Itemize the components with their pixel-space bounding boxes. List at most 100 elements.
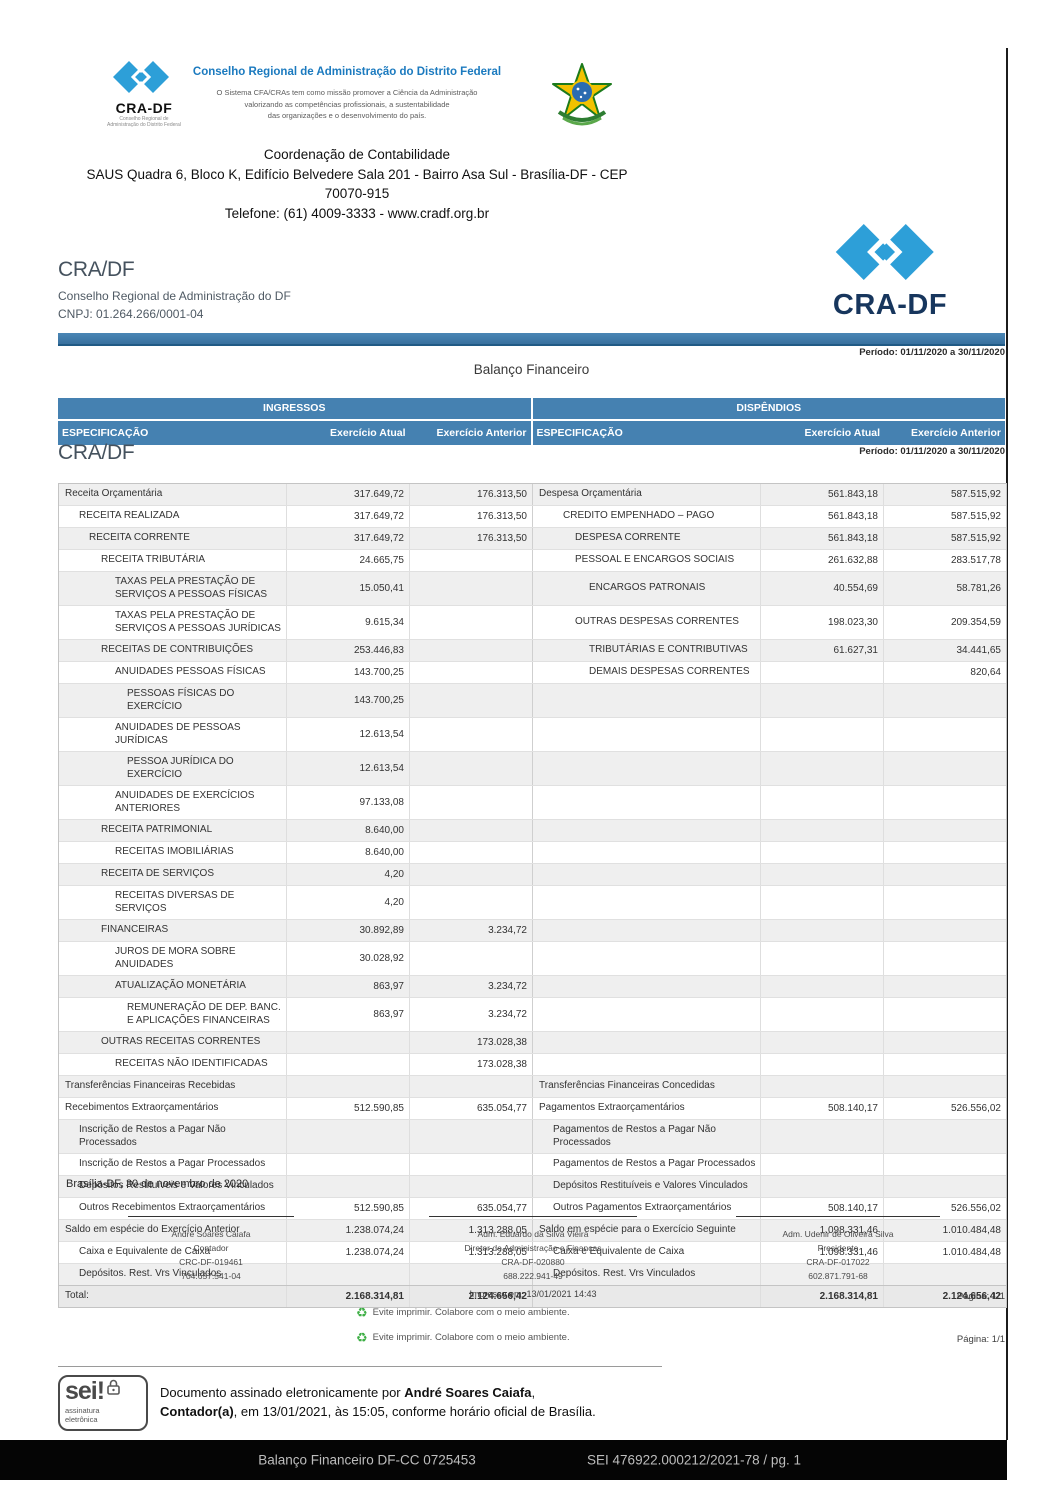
- value-previous-cell: [884, 752, 1006, 785]
- value-previous-cell: [410, 942, 532, 975]
- value-previous-cell: [410, 886, 532, 919]
- value-current-cell: 317.649,72: [287, 484, 410, 505]
- ingressos-cells: ANUIDADES DE PESSOAS JURÍDICAS 12.613,54: [59, 718, 533, 751]
- ingressos-cells: RECEITA CORRENTE 317.649,72 176.313,50: [59, 528, 533, 549]
- value-current-cell: 40.554,69: [761, 572, 884, 605]
- table-row: OUTRAS RECEITAS CORRENTES 173.028,38: [59, 1032, 1006, 1054]
- balance-table: Receita Orçamentária 317.649,72 176.313,50…: [58, 483, 1007, 1308]
- table-row: Inscrição de Restos a Pagar Processados P…: [59, 1154, 1006, 1176]
- dispendios-cells: Pagamentos Extraorçamentários 508.140,17 5…: [533, 1098, 1006, 1119]
- org-title: Conselho Regional de Administração do Di…: [192, 66, 502, 78]
- dispendios-cells: [533, 718, 1006, 751]
- value-current-cell: 508.140,17: [761, 1198, 884, 1219]
- mission-line1: O Sistema CFA/CRAs tem como missão promo…: [216, 88, 478, 97]
- value-previous-cell: 587.515,92: [950, 489, 1001, 500]
- logo-caption-line1: Conselho Regional de: [119, 116, 169, 122]
- value-previous-cell: [410, 786, 532, 819]
- spec-cell: ATUALIZAÇÃO MONETÁRIA: [59, 976, 287, 997]
- value-current-cell: [761, 998, 884, 1031]
- spec-cell: TAXAS PELA PRESTAÇÃO DE SERVIÇOS A PESSO…: [59, 606, 287, 639]
- value-previous-cell: 635.054,77: [476, 1203, 527, 1214]
- header-divider-bar: [58, 333, 1005, 346]
- spec-cell: DEMAIS DESPESAS CORRENTES: [533, 662, 761, 683]
- value-previous-cell: 209.354,59: [950, 617, 1001, 628]
- dispendios-cells: DEMAIS DESPESAS CORRENTES 820,64: [533, 662, 1006, 683]
- ingressos-cells: Depósitos Restituíveis e Valores Vincula…: [59, 1176, 533, 1197]
- value-current-cell: [761, 842, 884, 863]
- dispendios-cells: [533, 684, 1006, 717]
- group-header-ingressos: INGRESSOS: [58, 398, 531, 419]
- value-previous-cell: [884, 886, 1006, 919]
- dispendios-cells: ENCARGOS PATRONAIS 40.554,69 58.781,26: [533, 572, 1006, 605]
- spec-cell: [533, 752, 761, 785]
- value-previous-cell: [884, 942, 1006, 975]
- eco-message-2: ♻ Evite imprimir. Colabore com o meio am…: [356, 1331, 656, 1344]
- value-previous-cell: 34.441,65: [956, 645, 1002, 656]
- dispendios-cells: OUTRAS DESPESAS CORRENTES 198.023,30 209.3…: [533, 606, 1006, 639]
- table-row: RECEITAS NÃO IDENTIFICADAS 173.028,38: [59, 1054, 1006, 1076]
- col-header-exercicio-atual-right: Exercício Atual: [804, 427, 880, 439]
- value-current-cell: 30.028,92: [287, 942, 410, 975]
- ingressos-cells: RECEITA REALIZADA 317.649,72 176.313,50: [59, 506, 533, 527]
- value-previous-cell: [884, 864, 1006, 885]
- table-row: RECEITAS DIVERSAS DE SERVIÇOS 4,20: [59, 886, 1006, 920]
- table-row: PESSOA JURÍDICA DO EXERCÍCIO 12.613,54: [59, 752, 1006, 786]
- table-row: Caixa e Equivalente de Caixa 1.238.074,24…: [59, 1242, 1006, 1264]
- table-row: Saldo em espécie do Exercício Anterior 1.…: [59, 1220, 1006, 1242]
- value-current-cell: 24.665,75: [287, 550, 410, 571]
- ingressos-cells: FINANCEIRAS 30.892,89 3.234,72: [59, 920, 533, 941]
- spec-cell: RECEITA REALIZADA: [59, 506, 287, 527]
- table-row: RECEITA REALIZADA 317.649,72 176.313,50 CRE…: [59, 506, 1006, 528]
- cra-df-diamonds-icon: [113, 61, 169, 93]
- value-current-cell: [761, 1176, 884, 1197]
- table-row: Recebimentos Extraorçamentários 512.590,8…: [59, 1098, 1006, 1120]
- value-current-cell: 1.238.074,24: [287, 1220, 410, 1241]
- value-previous-cell: [884, 684, 1006, 717]
- lock-icon: [107, 1379, 120, 1395]
- value-previous-cell: 173.028,38: [476, 1059, 527, 1070]
- table-row: PESSOAS FÍSICAS DO EXERCÍCIO 143.700,25: [59, 684, 1006, 718]
- spec-cell: Saldo em espécie para o Exercício Seguin…: [533, 1220, 761, 1241]
- col-header-exercicio-anterior-right: Exercício Anterior: [910, 427, 1001, 439]
- logo-caption-line2: Administração do Distrito Federal: [107, 122, 181, 129]
- spec-cell: [533, 920, 761, 941]
- value-current-cell: [761, 976, 884, 997]
- table-row: Receita Orçamentária 317.649,72 176.313,50…: [59, 484, 1006, 506]
- table-row: Inscrição de Restos a Pagar Não Processa…: [59, 1120, 1006, 1154]
- spec-cell: RECEITAS DIVERSAS DE SERVIÇOS: [59, 886, 287, 919]
- table-row: REMUNERAÇÃO DE DEP. BANC. E APLICAÇÕES F…: [59, 998, 1006, 1032]
- value-current-cell: [761, 864, 884, 885]
- total-left-previous: 2.124.656,42: [468, 1291, 527, 1302]
- value-previous-cell: [884, 1032, 1006, 1053]
- value-previous-cell: [884, 976, 1006, 997]
- value-current-cell: [287, 1032, 410, 1053]
- value-current-cell: 8.640,00: [287, 842, 410, 863]
- ingressos-cells: Caixa e Equivalente de Caixa 1.238.074,24…: [59, 1242, 533, 1263]
- value-current-cell: [287, 1176, 410, 1197]
- value-current-cell: [761, 1054, 884, 1075]
- value-current-cell: 261.632,88: [761, 550, 884, 571]
- spec-cell: Saldo em espécie do Exercício Anterior: [59, 1220, 287, 1241]
- value-current-cell: 1.238.074,24: [287, 1242, 410, 1263]
- value-current-cell: [761, 1264, 884, 1285]
- table-row: RECEITA PATRIMONIAL 8.640,00: [59, 820, 1006, 842]
- table-row: ATUALIZAÇÃO MONETÁRIA 863,97 3.234,72: [59, 976, 1006, 998]
- footer-bar: Balanço Financeiro DF-CC 0725453 SEI 476…: [0, 1440, 1007, 1480]
- value-previous-cell: 176.313,50: [476, 533, 527, 544]
- value-current-cell: 1.098.331,46: [761, 1242, 884, 1263]
- value-previous-cell: 283.517,78: [950, 555, 1001, 566]
- value-previous-cell: [410, 842, 532, 863]
- value-current-cell: 512.590,85: [287, 1198, 410, 1219]
- value-current-cell: 561.843,18: [761, 528, 884, 549]
- dispendios-cells: [533, 786, 1006, 819]
- ingressos-cells: TAXAS PELA PRESTAÇÃO DE SERVIÇOS A PESSO…: [59, 606, 533, 639]
- value-previous-cell: 587.515,92: [950, 533, 1001, 544]
- value-current-cell: [761, 718, 884, 751]
- table-row: RECEITA TRIBUTÁRIA 24.665,75 PESSOAL E ENC…: [59, 550, 1006, 572]
- eco-message-1: ♻ Evite imprimir. Colabore com o meio am…: [356, 1306, 656, 1319]
- value-previous-cell: [884, 786, 1006, 819]
- ingressos-cells: ANUIDADES DE EXERCÍCIOS ANTERIORES 97.133…: [59, 786, 533, 819]
- spec-cell: [533, 942, 761, 975]
- spec-cell: Depósitos Restituíveis e Valores Vincula…: [533, 1176, 761, 1197]
- ingressos-cells: ANUIDADES PESSOAS FÍSICAS 143.700,25: [59, 662, 533, 683]
